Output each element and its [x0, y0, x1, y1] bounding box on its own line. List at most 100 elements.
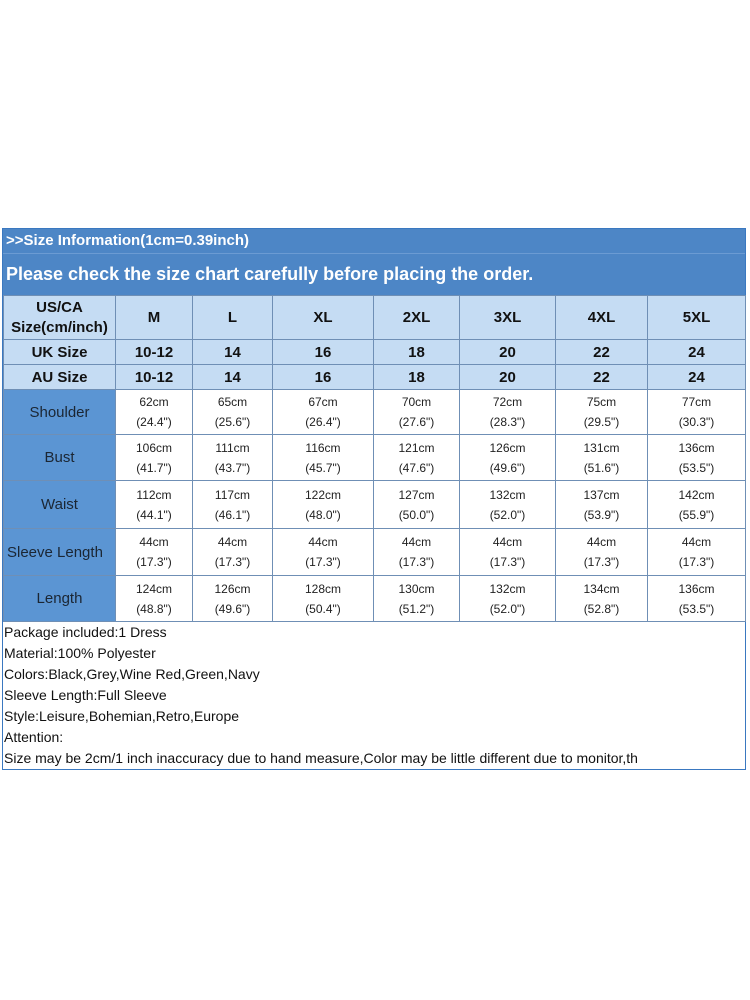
value-cm: 117cm [214, 487, 251, 502]
value-inch: (46.1") [214, 507, 251, 522]
value-inch: (48.0") [305, 507, 341, 522]
au-size-value: 10-12 [115, 364, 193, 390]
size-l: L [192, 295, 273, 340]
size-table: US/CA Size(cm/inch) M L XL 2XL 3XL 4XL 5XL UK Siz… [3, 295, 746, 622]
value-inch: (17.3") [489, 555, 526, 569]
value-cm: 132cm [489, 487, 526, 502]
value-inch: (24.4") [136, 415, 172, 429]
au-size-value: 22 [555, 364, 648, 390]
uk-size-value: 10-12 [115, 339, 193, 365]
value-cm: 44cm [586, 535, 617, 549]
size-xl: XL [272, 295, 374, 340]
value-inch: (27.6") [398, 415, 435, 429]
value-inch: (55.9") [678, 507, 715, 522]
value-inch: (49.6") [214, 601, 251, 616]
measure-value: 136cm (53.5") [647, 575, 746, 622]
corner-label: US/CA Size(cm/inch) [3, 295, 116, 340]
au-size-value: 24 [647, 364, 746, 390]
measure-value: 136cm (53.5") [647, 434, 746, 481]
measure-value: 111cm (43.7") [192, 434, 273, 481]
corner-label-line1: US/CA [36, 298, 83, 316]
value-inch: (53.5") [678, 601, 715, 616]
measure-label: Shoulder [3, 389, 116, 435]
au-size-row: AU Size 10-12 14 16 18 20 22 24 [3, 364, 746, 390]
value-inch: (41.7") [136, 460, 172, 475]
note-line: Style:Leisure,Bohemian,Retro,Europe [4, 708, 240, 724]
value-inch: (28.3") [489, 415, 526, 429]
value-cm: 75cm [586, 395, 617, 409]
measure-row-sleeve-length: Sleeve Length 44cm (17.3") 44cm (17.3") 44cm (… [3, 528, 746, 576]
value-inch: (53.5") [678, 460, 715, 475]
value-cm: 132cm [489, 581, 526, 596]
value-cm: 126cm [489, 440, 526, 455]
value-cm: 126cm [214, 581, 251, 596]
measure-row-shoulder: Shoulder 62cm (24.4") 65cm (25.6") 67cm (26.4"… [3, 389, 746, 435]
measure-value: 44cm (17.3") [459, 528, 556, 576]
note-line: Colors:Black,Grey,Wine Red,Green,Navy [4, 666, 260, 682]
value-cm: 112cm [136, 487, 172, 502]
measure-value: 75cm (29.5") [555, 389, 648, 435]
value-cm: 44cm [217, 535, 248, 549]
measure-value: 44cm (17.3") [373, 528, 460, 576]
au-size-value: 14 [192, 364, 273, 390]
uk-size-value: 16 [272, 339, 374, 365]
measure-row-bust: Bust 106cm (41.7") 111cm (43.7") 116cm (45.7")… [3, 434, 746, 481]
uk-size-value: 24 [647, 339, 746, 365]
size-m: M [115, 295, 193, 340]
corner-label-line2: Size(cm/inch) [11, 318, 108, 336]
value-cm: 137cm [583, 487, 620, 502]
value-cm: 62cm [139, 395, 169, 409]
product-notes: Package included:1 Dress Material:100% Po… [3, 622, 745, 769]
value-inch: (50.4") [305, 601, 341, 616]
uk-size-label: UK Size [3, 339, 116, 365]
value-cm: 67cm [308, 395, 338, 409]
measure-value: 70cm (27.6") [373, 389, 460, 435]
value-cm: 127cm [398, 487, 435, 502]
value-cm: 122cm [304, 487, 342, 502]
value-inch: (48.8") [136, 601, 172, 616]
measure-value: 44cm (17.3") [192, 528, 273, 576]
measure-value: 112cm (44.1") [115, 480, 193, 529]
measure-row-length: Length 124cm (48.8") 126cm (49.6") 128cm (50.4… [3, 575, 746, 622]
uk-size-value: 14 [192, 339, 273, 365]
value-inch: (43.7") [214, 460, 251, 475]
size-chart: >>Size Information(1cm=0.39inch) Please … [2, 228, 746, 770]
note-line: Attention: [4, 729, 64, 745]
note-line: Material:100% Polyester [4, 645, 156, 661]
value-cm: 130cm [398, 581, 435, 596]
size-5xl: 5XL [647, 295, 746, 340]
measure-value: 127cm (50.0") [373, 480, 460, 529]
measure-value: 116cm (45.7") [272, 434, 374, 481]
value-cm: 124cm [135, 581, 173, 596]
au-size-value: 18 [373, 364, 460, 390]
measure-row-waist: Waist 112cm (44.1") 117cm (46.1") 122cm (48.0"… [3, 480, 746, 529]
value-cm: 121cm [398, 440, 435, 455]
value-inch: (53.9") [583, 507, 620, 522]
measure-value: 106cm (41.7") [115, 434, 193, 481]
note-line: Package included:1 Dress [4, 624, 167, 640]
measure-value: 72cm (28.3") [459, 389, 556, 435]
value-inch: (17.3") [214, 555, 251, 569]
value-inch: (44.1") [136, 507, 172, 522]
size-2xl: 2XL [373, 295, 460, 340]
size-header-row: US/CA Size(cm/inch) M L XL 2XL 3XL 4XL 5XL [3, 295, 746, 340]
value-inch: (49.6") [489, 460, 526, 475]
measure-value: 67cm (26.4") [272, 389, 374, 435]
value-inch: (52.0") [489, 601, 526, 616]
size-4xl: 4XL [555, 295, 648, 340]
size-3xl: 3XL [459, 295, 556, 340]
note-line: Size may be 2cm/1 inch inaccuracy due to… [4, 750, 638, 766]
value-cm: 128cm [304, 581, 342, 596]
value-cm: 44cm [401, 535, 432, 549]
measure-value: 62cm (24.4") [115, 389, 193, 435]
measure-value: 130cm (51.2") [373, 575, 460, 622]
value-inch: (26.4") [305, 415, 341, 429]
measure-value: 77cm (30.3") [647, 389, 746, 435]
measure-value: 121cm (47.6") [373, 434, 460, 481]
value-cm: 70cm [401, 395, 432, 409]
value-inch: (52.8") [583, 601, 620, 616]
value-cm: 142cm [678, 487, 715, 502]
measure-label: Waist [3, 480, 116, 529]
value-cm: 77cm [681, 395, 712, 409]
value-cm: 44cm [139, 535, 169, 549]
